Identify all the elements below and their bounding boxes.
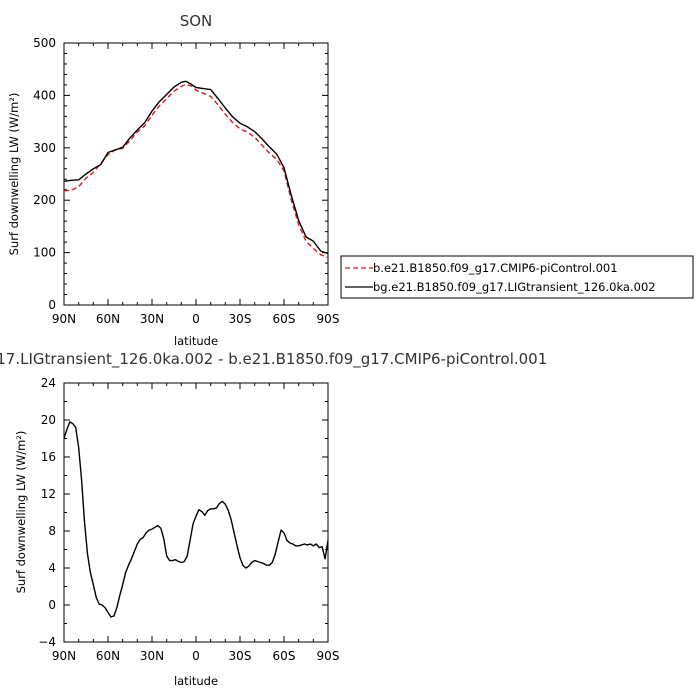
top-y-tick-label: 0 — [48, 298, 56, 312]
top-y-tick-label: 500 — [33, 36, 56, 50]
top-x-tick-label: 30S — [229, 312, 252, 326]
bottom-x-tick-label: 60N — [96, 649, 120, 663]
top-x-tick-label: 30N — [140, 312, 164, 326]
bottom-series-line-0 — [63, 421, 329, 618]
legend-box — [340, 255, 694, 299]
top-x-tick-label: 0 — [192, 312, 200, 326]
top-y-axis-label: Surf downwelling LW (W/m²) — [7, 93, 21, 256]
bottom-y-tick-label: 20 — [41, 413, 56, 427]
legend: b.e21.B1850.f09_g17.CMIP6-piControl.001 … — [340, 255, 694, 299]
top-series-line-0 — [63, 83, 329, 259]
legend-label-ligtransient: bg.e21.B1850.f09_g17.LIGtransient_126.0k… — [373, 280, 656, 294]
bottom-chart: bg.e21.B1850.f09_g17.LIGtransient_126.0k… — [0, 350, 547, 688]
top-chart: SON 90N 60N 30N 0 30S 60S 90S 0 100 200 300 400 500… — [7, 12, 339, 348]
bottom-x-tick-label: 0 — [192, 649, 200, 663]
top-chart-title: SON — [180, 12, 213, 30]
bottom-plot-frame — [63, 382, 329, 643]
top-y-tick-label: 400 — [33, 88, 56, 102]
top-x-tick-label: 60N — [96, 312, 120, 326]
top-x-axis-label: latitude — [174, 334, 218, 348]
top-x-ticks: 90N 60N 30N 0 30S 60S 90S — [52, 43, 340, 326]
bottom-x-ticks: 90N 60N 30N 0 30S 60S 90S — [52, 383, 340, 663]
bottom-y-tick-label: 12 — [41, 487, 56, 501]
top-y-tick-label: 300 — [33, 141, 56, 155]
bottom-x-tick-label: 90N — [52, 649, 76, 663]
top-x-tick-label: 60S — [273, 312, 296, 326]
bottom-x-tick-label: 60S — [273, 649, 296, 663]
top-y-ticks: 0 100 200 300 400 500 — [33, 36, 328, 312]
bottom-y-tick-label: 16 — [41, 450, 56, 464]
top-x-tick-label: 90N — [52, 312, 76, 326]
legend-label-picontrol: b.e21.B1850.f09_g17.CMIP6-piControl.001 — [373, 261, 618, 275]
bottom-chart-title: bg.e21.B1850.f09_g17.LIGtransient_126.0k… — [0, 350, 547, 369]
bottom-y-ticks: −4 0 4 8 12 16 20 24 — [38, 376, 328, 649]
bottom-x-tick-label: 30N — [140, 649, 164, 663]
bottom-x-tick-label: 90S — [317, 649, 340, 663]
bottom-x-tick-label: 30S — [229, 649, 252, 663]
top-series-line-1 — [63, 80, 329, 255]
bottom-y-axis-label: Surf downwelling LW (W/m²) — [14, 431, 28, 594]
bottom-x-axis-label: latitude — [174, 674, 218, 688]
bottom-y-tick-label: −4 — [38, 635, 56, 649]
bottom-y-tick-label: 8 — [48, 524, 56, 538]
top-y-tick-label: 200 — [33, 193, 56, 207]
bottom-y-tick-label: 0 — [48, 598, 56, 612]
bottom-y-tick-label: 24 — [41, 376, 56, 390]
top-x-tick-label: 90S — [317, 312, 340, 326]
top-plot-frame — [63, 42, 329, 306]
bottom-series-lines — [63, 421, 329, 618]
top-y-tick-label: 100 — [33, 246, 56, 260]
top-series-lines — [63, 80, 329, 259]
bottom-y-tick-label: 4 — [48, 561, 56, 575]
